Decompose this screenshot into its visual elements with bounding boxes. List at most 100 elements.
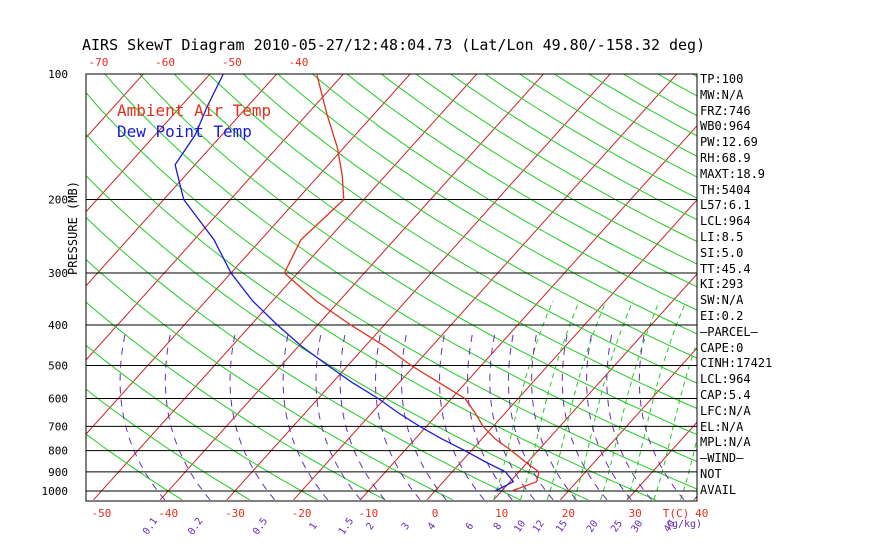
index-item: KI:293 <box>700 277 744 292</box>
mixing-ratio-tick-label: 3 <box>400 521 412 532</box>
moist-adiabat-line <box>546 300 607 500</box>
index-item: LCL:964 <box>700 372 751 387</box>
isotherm-line <box>493 273 697 501</box>
bottom-temp-tick-label: -10 <box>358 507 378 520</box>
dry-adiabat-line <box>86 433 183 501</box>
index-item: MPL:N/A <box>700 435 751 450</box>
mixing-ratio-tick-label: 12 <box>531 518 547 534</box>
index-item: SI:5.0 <box>700 245 744 260</box>
index-item: WB0:964 <box>700 119 751 134</box>
pressure-tick-label: 500 <box>48 359 68 372</box>
dry-adiabat-line <box>208 74 697 384</box>
dry-adiabat-line <box>277 74 697 335</box>
isotherm-line <box>93 74 478 501</box>
dry-adiabat-line <box>86 344 318 501</box>
dry-adiabat-line <box>242 74 697 359</box>
chart-title: AIRS SkewT Diagram 2010-05-27/12:48:04.7… <box>82 36 706 54</box>
mixing-ratio-tick-label: 2 <box>364 521 376 532</box>
dry-adiabat-line <box>449 74 697 221</box>
mixing-ratio-line <box>282 333 329 501</box>
isotherm-line <box>86 74 278 287</box>
mixing-ratio-line <box>229 333 276 501</box>
mixing-ratio-line <box>339 333 386 501</box>
bottom-temp-tick-label: 40 <box>695 507 708 520</box>
mixing-ratio-line <box>466 333 513 501</box>
mixing-ratio-line <box>606 333 652 501</box>
bottom-temp-tick-label: -50 <box>92 507 112 520</box>
dry-adiabat-line <box>86 174 589 501</box>
index-item: NOT <box>700 466 722 481</box>
mixing-ratio-line <box>374 333 421 501</box>
isobar-lines <box>86 199 697 492</box>
air-temp-line <box>283 74 540 492</box>
pressure-tick-label: 200 <box>48 194 68 207</box>
plot-border <box>85 73 698 502</box>
isotherm-line <box>86 74 144 139</box>
mixing-ratio-line <box>507 333 554 501</box>
dry-adiabat-line <box>86 91 697 490</box>
top-temp-tick-label: -70 <box>88 56 108 69</box>
mixing-ratio-tick-label: 30 <box>629 518 645 534</box>
dry-adiabat-line <box>104 74 697 462</box>
legend-air-temp: Ambient Air Temp <box>117 101 272 120</box>
mixing-ratio-tick-label: 0.5 <box>251 516 270 537</box>
mixing-ratio-tick-label: 4 <box>426 521 438 532</box>
top-temp-tick-label: -40 <box>289 56 309 69</box>
isotherm-line <box>761 55 870 500</box>
bottom-temp-tick-label: 10 <box>495 507 508 520</box>
mixing-ratio-tick-label: 1.5 <box>337 516 356 537</box>
isotherm-line <box>626 421 697 501</box>
index-item: CAP:5.4 <box>700 387 751 402</box>
legend-dew-point: Dew Point Temp <box>117 122 252 141</box>
isotherm-line <box>86 74 345 361</box>
isotherm-line <box>426 199 697 501</box>
index-item: CINH:17421 <box>700 356 773 371</box>
isotherm-line <box>293 74 678 501</box>
index-item: —PARCEL— <box>700 324 758 339</box>
index-item: TT:45.4 <box>700 261 751 276</box>
mixing-ratio-line <box>438 333 485 501</box>
series-group <box>174 74 540 492</box>
isotherm-line <box>0 55 94 500</box>
mixing-ratio-tick-label: 25 <box>609 518 625 534</box>
dry-adiabat-line <box>518 74 697 178</box>
index-item: LCL:964 <box>700 214 751 229</box>
index-item: TP:100 <box>700 72 744 86</box>
bottom-temp-tick-label: 30 <box>628 507 641 520</box>
pressure-tick-label: 400 <box>48 319 68 332</box>
isotherm-line <box>226 74 611 501</box>
index-item: PW:12.69 <box>700 135 758 150</box>
index-item: LFC:N/A <box>700 403 751 418</box>
mixing-ratio-tick-label: 10 <box>512 518 528 534</box>
dry-adiabat-line <box>346 74 697 288</box>
dry-adiabat-line <box>380 74 697 265</box>
isotherm-line <box>827 55 870 500</box>
index-item: SW:N/A <box>700 293 744 308</box>
index-item: L57:6.1 <box>700 198 751 213</box>
isotherm-line <box>0 55 27 500</box>
index-item: EL:N/A <box>700 419 744 434</box>
mixing-ratio-tick-label: 0.2 <box>186 516 205 537</box>
pressure-tick-label: 1000 <box>42 485 69 498</box>
dry-adiabat-line <box>138 74 697 436</box>
mixing-ratio-line <box>400 333 447 501</box>
isotherm-line <box>159 74 545 501</box>
mixing-ratio-line <box>315 333 362 501</box>
mixing-ratio-line <box>561 333 608 501</box>
dry-adiabat-line <box>173 74 697 410</box>
dry-adiabat-line <box>86 133 656 501</box>
mixing-ratio-tick-label: 15 <box>554 518 570 534</box>
dry-adiabat-line <box>86 388 250 501</box>
isotherm-lines <box>0 55 870 501</box>
dew-point-line <box>174 74 515 492</box>
dry-adiabat-line <box>311 74 697 311</box>
mixing-ratio-line <box>489 333 535 501</box>
mixing-ratio-line <box>531 333 577 501</box>
index-item: LI:8.5 <box>700 229 744 244</box>
index-item: EI:0.2 <box>700 308 744 323</box>
bottom-temp-tick-label: 20 <box>562 507 575 520</box>
index-item: TH:5404 <box>700 182 751 197</box>
index-item: AVAIL <box>700 482 737 497</box>
index-item: RH:68.9 <box>700 150 751 165</box>
mixing-ratio-line <box>164 333 211 501</box>
